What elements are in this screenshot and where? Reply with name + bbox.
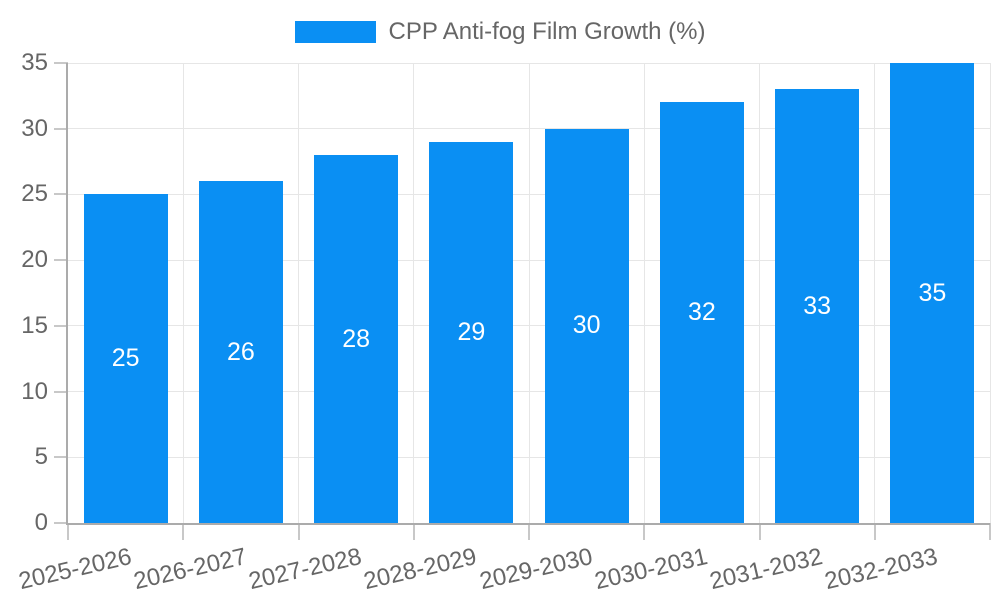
y-axis-label: 35	[21, 49, 48, 76]
legend-swatch-icon	[294, 21, 376, 43]
bar-value-label: 28	[342, 324, 371, 353]
bar-value-label: 29	[457, 317, 486, 346]
y-axis-tick	[54, 127, 68, 130]
x-axis-tick	[989, 523, 991, 540]
bar[interactable]: 28	[314, 155, 399, 523]
y-axis-line	[66, 63, 68, 525]
bar-value-label: 26	[226, 337, 255, 366]
y-axis-tick	[54, 456, 68, 459]
y-axis-tick	[54, 62, 68, 64]
bar-value-label: 35	[918, 278, 947, 307]
x-axis-line	[68, 523, 990, 525]
y-axis-tick	[54, 390, 68, 393]
y-axis-label: 10	[21, 377, 48, 405]
x-axis-tick	[758, 523, 761, 540]
v-gridline	[182, 63, 184, 523]
bar[interactable]: 29	[429, 141, 514, 523]
v-gridline	[989, 63, 991, 523]
legend[interactable]: CPP Anti-fog Film Growth (%)	[0, 18, 1000, 45]
bar-value-label: 32	[687, 298, 716, 327]
bar[interactable]: 26	[198, 181, 283, 523]
v-gridline	[643, 63, 645, 523]
x-axis-tick	[873, 523, 876, 540]
y-axis-label: 15	[21, 311, 48, 339]
y-axis-label: 30	[21, 114, 48, 142]
x-axis-tick	[297, 523, 300, 540]
x-axis-tick	[67, 523, 69, 540]
y-axis-tick	[54, 324, 68, 327]
bar-value-label: 33	[803, 291, 832, 320]
y-axis-tick	[54, 259, 68, 262]
bar[interactable]: 33	[775, 89, 860, 523]
bar-value-label: 25	[111, 344, 140, 373]
x-axis-tick	[528, 523, 530, 540]
y-axis-label: 25	[21, 180, 48, 208]
bar[interactable]: 32	[659, 102, 744, 523]
v-gridline	[298, 63, 299, 523]
v-gridline	[874, 63, 876, 523]
y-axis-tick	[54, 522, 68, 524]
y-axis-label: 5	[34, 443, 48, 471]
v-gridline	[413, 63, 415, 523]
legend-label: CPP Anti-fog Film Growth (%)	[388, 18, 706, 45]
x-axis-tick	[182, 523, 185, 540]
bar[interactable]: 30	[544, 128, 629, 523]
bar-value-label: 30	[572, 311, 601, 340]
x-axis-tick	[643, 523, 646, 540]
bar[interactable]: 35	[890, 63, 975, 523]
y-axis-tick	[54, 193, 68, 196]
y-axis-label: 0	[34, 509, 48, 536]
x-axis-tick	[412, 523, 415, 540]
y-axis-label: 20	[21, 246, 48, 274]
v-gridline	[759, 63, 760, 523]
bar[interactable]: 25	[83, 194, 168, 523]
v-gridline	[528, 63, 530, 523]
